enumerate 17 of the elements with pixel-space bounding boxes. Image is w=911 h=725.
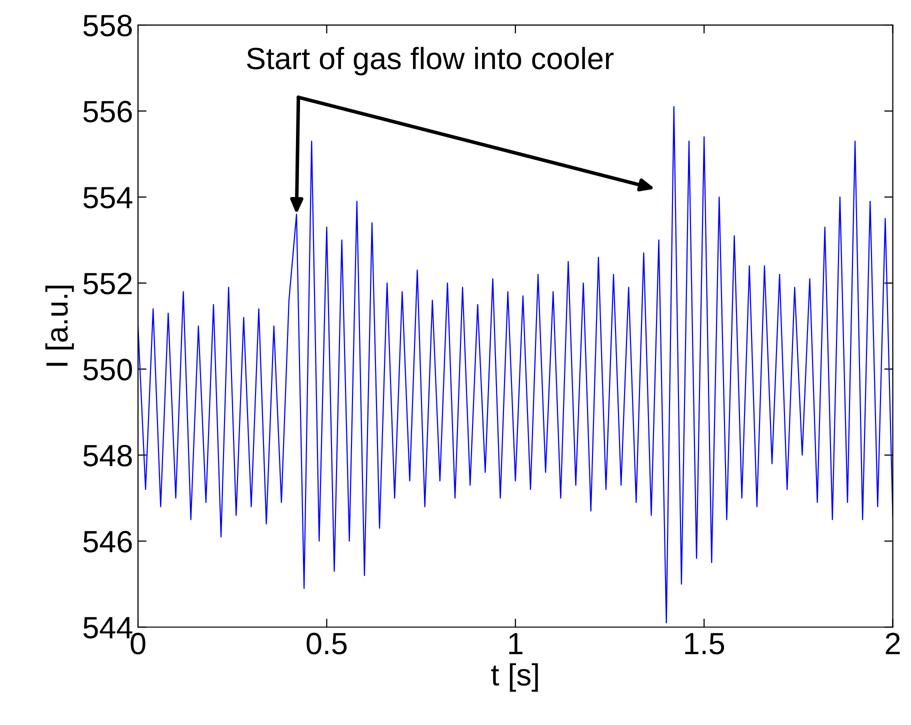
line-series — [138, 106, 893, 624]
y-tick-label: 556 — [83, 100, 132, 122]
y-tick-label: 548 — [83, 444, 132, 466]
x-tick-label: 1 — [509, 633, 522, 654]
y-tick-label: 554 — [83, 187, 132, 208]
x-tick-label: 0 — [130, 632, 146, 654]
x-tick-label: 2 — [886, 632, 900, 654]
y-axis-title: I [a.u.] — [45, 286, 74, 366]
x-tick-label: 0.5 — [306, 632, 347, 654]
x-axis-title: t [s] — [491, 663, 538, 692]
y-tick-label: 558 — [83, 14, 132, 36]
x-tick-label: 1.5 — [685, 633, 724, 654]
y-tick-label: 544 — [83, 617, 132, 638]
y-tick-label: 550 — [83, 358, 132, 380]
annotation: Start of gas flow into cooler — [246, 46, 614, 76]
y-tick-label: 552 — [83, 272, 132, 294]
y-tick-label: 546 — [83, 530, 132, 552]
